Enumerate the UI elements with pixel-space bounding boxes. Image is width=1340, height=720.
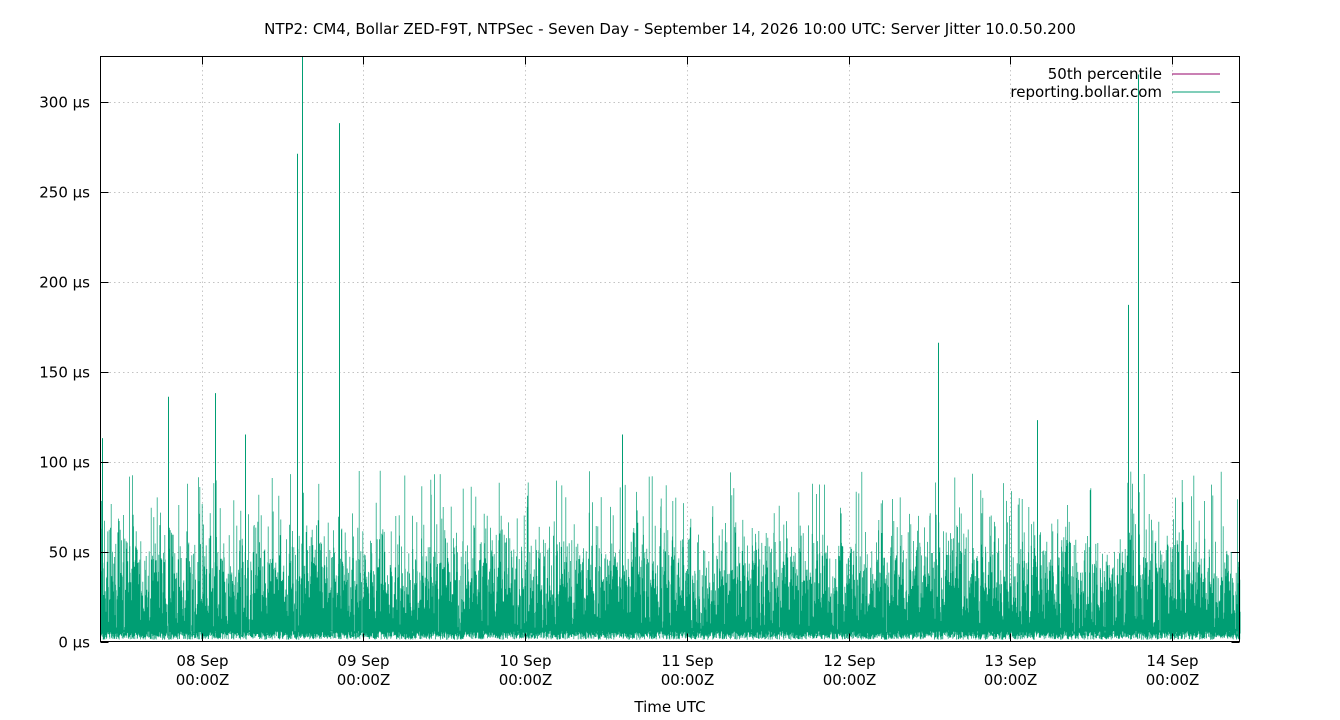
x-tick-label-time: 00:00Z [176,671,230,689]
x-tick-label-time: 00:00Z [499,671,553,689]
y-tick-label: 50 µs [49,544,90,562]
x-tick-label-date: 13 Sep [984,652,1036,670]
legend-label-reporting-bollar: reporting.bollar.com [1010,83,1162,101]
plot-border [100,56,1240,642]
legend-label-50th-percentile: 50th percentile [1048,65,1162,83]
y-tick-label: 250 µs [39,184,90,202]
legend: 50th percentile reporting.bollar.com [1010,65,1220,101]
x-tick-label-date: 10 Sep [499,652,551,670]
x-tick-label-date: 11 Sep [661,652,713,670]
y-tick-label: 100 µs [39,454,90,472]
chart-title: NTP2: CM4, Bollar ZED-F9T, NTPSec - Seve… [264,20,1076,38]
x-tick-label-date: 14 Sep [1146,652,1198,670]
x-tick-label-time: 00:00Z [984,671,1038,689]
axis-ticks: 0 µs 50 µs 100 µs 150 µs 200 µs 250 µs 300 µs 0… [39,56,1240,689]
y-tick-label: 300 µs [39,94,90,112]
data-series [100,56,1241,640]
x-tick-label-date: 12 Sep [823,652,875,670]
x-tick-label-time: 00:00Z [337,671,391,689]
x-tick-label-date: 09 Sep [337,652,389,670]
x-tick-label-time: 00:00Z [661,671,715,689]
x-tick-label-date: 08 Sep [176,652,228,670]
x-tick-label-time: 00:00Z [1146,671,1200,689]
y-tick-label: 200 µs [39,274,90,292]
x-axis-label: Time UTC [633,698,705,716]
y-tick-label: 0 µs [58,634,90,652]
x-tick-label-time: 00:00Z [823,671,877,689]
y-tick-label: 150 µs [39,364,90,382]
